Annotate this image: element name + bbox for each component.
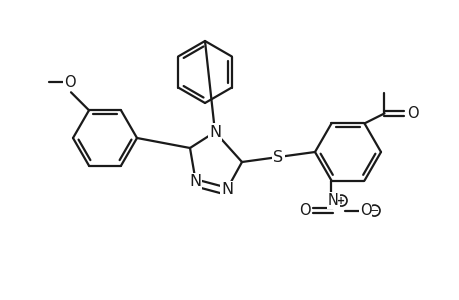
Text: −: − [369,206,378,216]
Text: O: O [406,106,417,121]
Text: +: + [337,196,345,206]
Text: O: O [64,75,76,90]
Text: N: N [220,182,233,197]
Text: N: N [327,193,338,208]
Text: S: S [273,149,283,164]
Text: O: O [359,203,370,218]
Text: O: O [298,203,310,218]
Text: N: N [208,124,221,140]
Text: N: N [189,175,201,190]
